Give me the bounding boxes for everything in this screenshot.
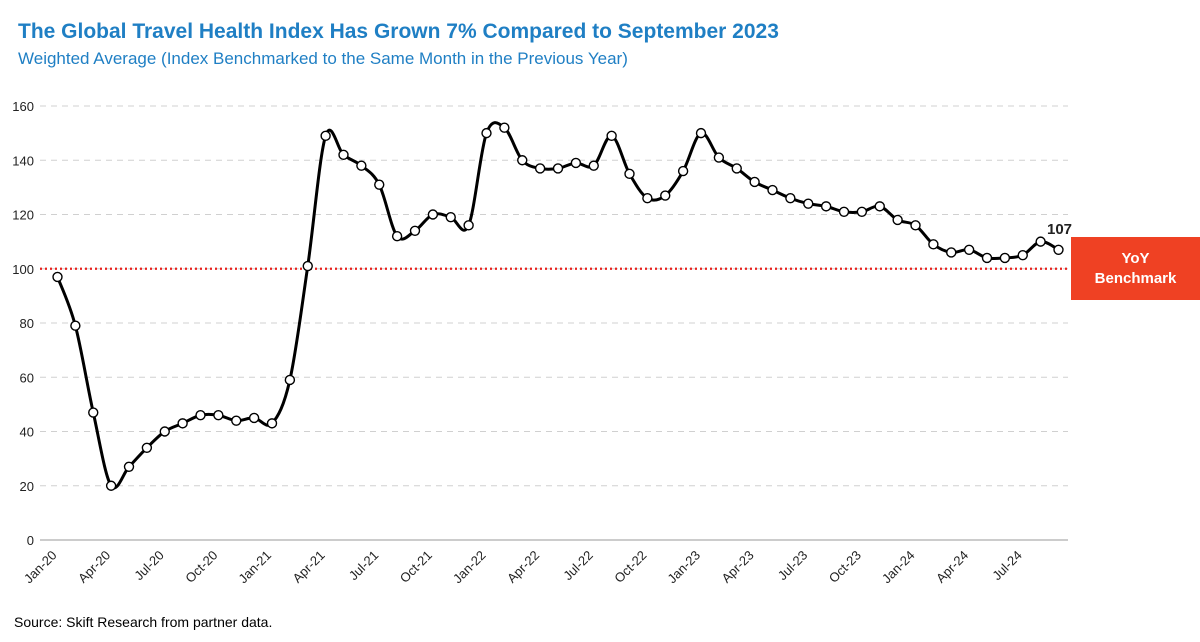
y-tick-label: 40: [20, 425, 34, 440]
data-point: [141, 442, 153, 453]
y-tick-label: 20: [20, 479, 34, 494]
data-point: [231, 415, 242, 426]
data-point: [570, 157, 582, 169]
data-point: [803, 198, 814, 209]
x-tick-label: Jul-22: [560, 548, 596, 584]
x-tick-label: Jul-21: [346, 548, 382, 584]
x-tick-label: Jan-23: [664, 548, 703, 587]
chart-subtitle: Weighted Average (Index Benchmarked to t…: [18, 49, 628, 68]
data-point: [713, 152, 725, 163]
data-point: [731, 163, 742, 174]
data-point: [856, 206, 868, 217]
data-point: [284, 374, 296, 386]
benchmark-label-line1: YoY: [1121, 249, 1150, 267]
x-tick-label: Oct-21: [397, 548, 435, 586]
data-point: [981, 252, 993, 264]
data-point: [820, 201, 832, 212]
data-point: [999, 252, 1011, 264]
data-point: [588, 160, 599, 171]
data-point: [266, 418, 278, 429]
data-point: [213, 410, 224, 421]
data-point: [105, 480, 117, 491]
y-tick-label: 160: [12, 99, 34, 114]
data-point: [159, 426, 170, 437]
y-tick-label: 0: [27, 533, 34, 548]
source-note: Source: Skift Research from partner data…: [14, 614, 273, 630]
data-point: [338, 149, 349, 161]
data-point: [356, 160, 367, 171]
y-tick-label: 80: [20, 316, 34, 331]
data-point: [552, 163, 564, 174]
x-tick-label: Jul-24: [989, 548, 1025, 584]
data-point: [1035, 236, 1046, 247]
data-point: [517, 155, 528, 166]
data-point: [427, 209, 439, 220]
x-tick-label: Jan-21: [235, 548, 274, 587]
data-point: [910, 220, 921, 231]
data-point: [52, 271, 63, 283]
data-point: [767, 184, 778, 196]
series-line: [56, 121, 1060, 490]
data-point: [534, 163, 546, 174]
data-point: [892, 214, 903, 226]
x-tick-label: Jan-20: [21, 548, 60, 587]
data-point: [1017, 249, 1028, 261]
data-point: [195, 410, 206, 421]
x-tick-label: Jan-22: [450, 548, 489, 587]
x-tick-label: Oct-22: [611, 548, 649, 586]
x-tick-label: Jan-24: [879, 548, 918, 587]
data-point: [445, 212, 456, 223]
x-tick-label: Apr-23: [719, 548, 757, 586]
x-tick-label: Apr-24: [933, 548, 971, 586]
yoy-benchmark-label: YoY Benchmark: [1071, 237, 1200, 300]
data-point: [874, 201, 885, 212]
y-tick-label: 60: [20, 370, 34, 385]
x-tick-label: Apr-20: [75, 548, 113, 586]
data-point: [302, 260, 313, 272]
data-point: [320, 130, 331, 142]
x-tick-label: Jul-20: [131, 548, 167, 584]
data-label: 107: [1047, 221, 1072, 238]
x-tick-label: Oct-20: [182, 548, 220, 586]
chart-title: The Global Travel Health Index Has Grown…: [18, 20, 779, 43]
data-point: [660, 190, 671, 201]
data-point: [70, 320, 81, 331]
data-point: [177, 418, 188, 429]
y-tick-label: 120: [12, 208, 34, 223]
x-tick-label: Jul-23: [775, 548, 811, 584]
x-tick-label: Apr-21: [290, 548, 328, 586]
data-point: [606, 130, 617, 142]
data-point: [838, 206, 850, 217]
data-point: [409, 225, 421, 236]
x-tick-label: Oct-23: [826, 548, 864, 586]
data-point: [695, 127, 707, 139]
y-tick-label: 100: [12, 262, 34, 277]
data-point: [928, 239, 939, 250]
data-point: [1053, 244, 1064, 255]
data-point: [248, 412, 260, 424]
data-point: [946, 247, 957, 258]
x-tick-label: Apr-22: [504, 548, 542, 586]
data-point: [624, 168, 635, 180]
data-point: [88, 407, 99, 418]
data-point: [481, 127, 492, 139]
data-point: [963, 244, 975, 255]
data-point: [785, 193, 796, 204]
data-point: [463, 220, 474, 231]
data-point: [677, 165, 689, 177]
benchmark-label-line2: Benchmark: [1094, 269, 1177, 287]
data-point: [642, 193, 653, 204]
data-point: [749, 176, 760, 188]
data-point: [391, 230, 403, 242]
data-point: [123, 461, 135, 472]
y-tick-label: 140: [12, 153, 34, 168]
data-point: [374, 179, 385, 190]
data-point: [499, 122, 510, 133]
